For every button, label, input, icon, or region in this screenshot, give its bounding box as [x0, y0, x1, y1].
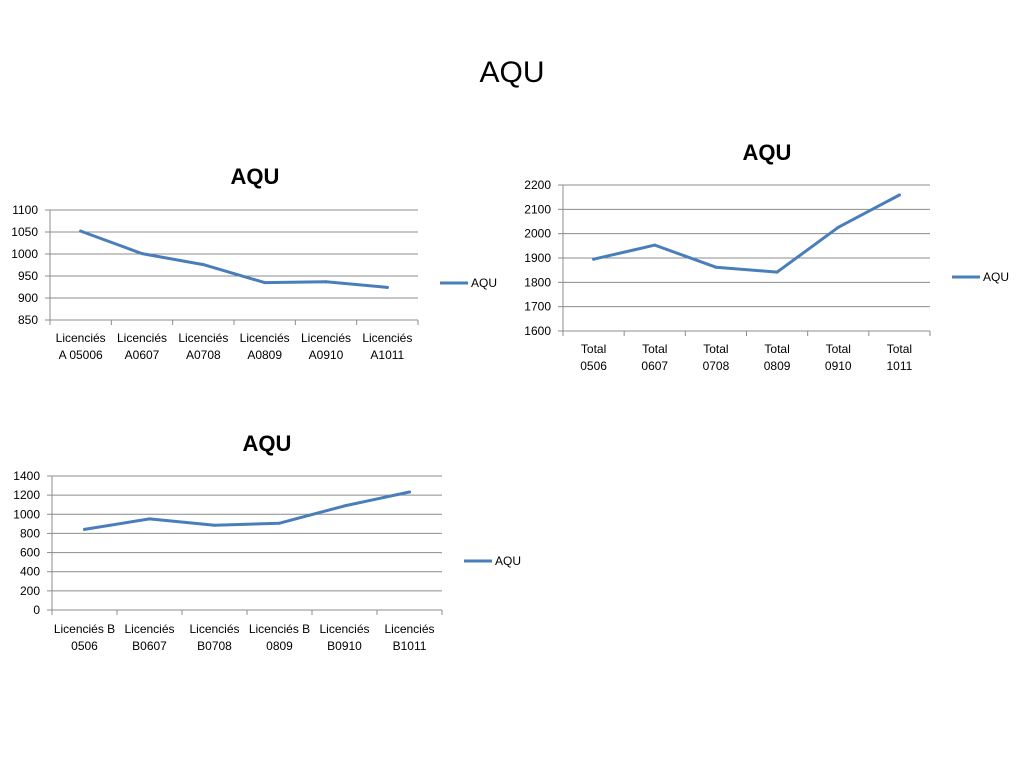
y-tick-label: 1600 — [524, 324, 551, 338]
y-tick-label: 1000 — [13, 507, 40, 521]
legend-label: AQU — [495, 554, 521, 568]
y-tick-label: 1800 — [524, 275, 551, 289]
data-point — [79, 229, 83, 233]
x-category-label: Licenciés A0809 — [240, 331, 290, 362]
data-point — [775, 270, 779, 274]
y-tick-label: 1400 — [13, 469, 40, 483]
data-point — [324, 280, 328, 284]
y-tick-label: 2000 — [524, 227, 551, 241]
y-tick-label: 2200 — [524, 178, 551, 192]
data-point — [897, 193, 901, 197]
data-point — [343, 504, 346, 508]
data-point — [836, 225, 840, 229]
y-tick-label: 2100 — [524, 202, 551, 216]
legend-label: AQU — [471, 276, 497, 290]
x-category-label: Licenciés A 05006 — [56, 331, 106, 362]
data-point — [592, 257, 596, 261]
data-point — [653, 243, 657, 247]
data-point — [278, 521, 281, 525]
x-category-label: Total 0809 — [764, 342, 791, 373]
y-tick-label: 900 — [18, 291, 38, 305]
x-category-label: Licenciés A1011 — [362, 331, 412, 362]
data-point — [385, 285, 389, 289]
x-category-label: Licenciés A0607 — [117, 331, 167, 362]
x-category-label: Licenciés B 0506 — [54, 622, 115, 653]
y-tick-label: 1200 — [13, 488, 40, 502]
data-point — [408, 490, 411, 494]
y-tick-label: 850 — [18, 313, 38, 327]
line-chart-licencies-a: AQU 850 900 950 1000 1050 1100 Licenciés A 05006… — [11, 164, 497, 362]
x-category-label: Licenciés B1011 — [384, 622, 434, 653]
y-tick-label: 1900 — [524, 251, 551, 265]
data-point — [201, 263, 205, 267]
x-category-label: Licenciés B0910 — [319, 622, 369, 653]
x-category-label: Licenciés B0607 — [124, 622, 174, 653]
series-line-aqu — [83, 490, 411, 531]
slide-title: AQU — [479, 56, 545, 89]
x-category-label: Licenciés A0708 — [178, 331, 228, 362]
y-tick-label: 600 — [20, 546, 40, 560]
y-tick-label: 1050 — [11, 225, 38, 239]
x-category-label: Total 0910 — [825, 342, 852, 373]
y-tick-label: 0 — [33, 603, 40, 617]
x-category-label: Licenciés A0910 — [301, 331, 351, 362]
y-tick-label: 800 — [20, 526, 40, 540]
chart-title: AQU — [743, 140, 792, 165]
data-point — [263, 281, 267, 285]
y-tick-label: 1100 — [12, 203, 38, 217]
x-category-label: Total 0607 — [641, 342, 668, 373]
data-point — [83, 527, 86, 531]
y-tick-label: 200 — [20, 584, 40, 598]
y-tick-label: 950 — [18, 269, 38, 283]
data-point — [213, 523, 216, 527]
y-tick-label: 1000 — [11, 247, 38, 261]
y-tick-label: 400 — [20, 565, 40, 579]
series-line-aqu — [592, 193, 901, 274]
data-point — [148, 517, 151, 521]
x-category-label: Total 1011 — [887, 342, 913, 373]
y-tick-label: 1700 — [524, 300, 551, 314]
chart-title: AQU — [243, 431, 292, 456]
line-chart-total: AQU 1600 1700 1800 1900 2000 2100 2200 Total 0506… — [524, 140, 1009, 373]
chart-title: AQU — [231, 164, 280, 189]
data-point — [714, 265, 718, 269]
x-category-label: Total 0506 — [580, 342, 607, 373]
x-category-label: Licenciés B 0809 — [249, 622, 310, 653]
legend-label: AQU — [983, 270, 1009, 284]
x-category-label: Licenciés B0708 — [189, 622, 239, 653]
data-point — [140, 252, 144, 256]
series-line-aqu — [79, 229, 389, 289]
x-category-label: Total 0708 — [703, 342, 730, 373]
